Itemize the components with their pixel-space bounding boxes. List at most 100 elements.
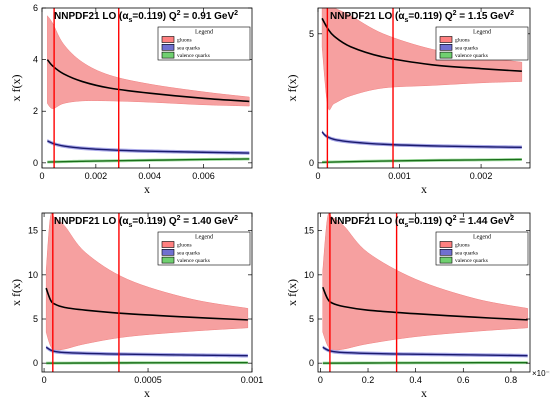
plot-frame [41, 212, 253, 373]
y-tick-label: 10 [28, 270, 38, 280]
panel-title: NNPDF21 LO (αs=0.119) Q2 = 0.91 GeV2 [54, 10, 238, 24]
x-tick-label: 0.0005 [134, 375, 162, 385]
plot-frame [317, 7, 531, 169]
legend-label-gluons: gluons [177, 38, 192, 44]
legend-label-valence-quarks: valence quarks [177, 53, 210, 59]
x-tick-label: 0.004 [138, 171, 161, 181]
panel-title: NNPDF21 LO (αs=0.119) Q2 = 1.40 GeV2 [54, 215, 238, 229]
gluon-central-line [45, 287, 248, 321]
x-tick-label: 0.001 [388, 171, 411, 181]
x-tick-label: 0.002 [85, 171, 108, 181]
x-axis-label: x [421, 182, 427, 196]
legend-swatch-sea-quarks [161, 43, 175, 51]
sea-quark-band [47, 139, 250, 155]
legend-swatch-gluons [439, 241, 453, 248]
y-axis-label: x f(x) [285, 279, 299, 306]
legend-title: Legend [473, 235, 491, 241]
gluon-central-line [322, 286, 528, 321]
valence-quark-line [322, 158, 522, 164]
panel-1: 0 0.002 0.004 0.006 0 2 4 6 x x f(x) NNPDF21 LO (α… [9, 3, 253, 196]
legend-label-valence-quarks: valence quarks [455, 258, 488, 264]
valence-quark-line [322, 361, 528, 364]
x-tick-label: 0.6 [457, 375, 470, 385]
legend-label-sea-quarks: sea quarks [177, 45, 200, 51]
plot-area [322, 213, 528, 372]
legend-swatch-gluons [161, 36, 175, 43]
sea-quark-band [322, 130, 522, 150]
sea-quark-line [321, 131, 522, 149]
gluon-uncertainty-band [321, 8, 523, 111]
y-tick-label: 10 [304, 270, 314, 280]
legend-label-sea-quarks: sea quarks [455, 45, 478, 51]
panel-2: 0 0.001 0.002 0 5 x x f(x) NNPDF21 LO (αs=0.119… [285, 7, 531, 196]
legend-title: Legend [473, 30, 491, 36]
plot-frame [41, 7, 253, 169]
y-tick-label: 4 [33, 55, 38, 65]
valence-quark-line [47, 158, 250, 163]
legend-swatch-valence-quarks [439, 256, 453, 264]
legend-swatch-gluons [439, 36, 453, 43]
panel-title: NNPDF21 LO (αs=0.119) Q2 = 1.15 GeV2 [330, 10, 514, 24]
legend-swatch-sea-quarks [439, 249, 453, 256]
x-tick-label: 0 [315, 171, 320, 181]
plot-area [45, 213, 249, 372]
legend-swatch-sea-quarks [161, 249, 175, 256]
y-tick-label: 0 [33, 158, 38, 168]
y-tick-label: 15 [28, 226, 38, 236]
panel-title: NNPDF21 LO (αs=0.119) Q2 = 1.44 GeV2 [330, 215, 514, 229]
y-tick-label: 0 [33, 358, 38, 368]
x-tick-label: 0.006 [192, 171, 215, 181]
y-tick-label: 0 [309, 158, 314, 168]
y-tick-label: 0 [309, 358, 314, 368]
x-tick-label: 0.002 [470, 171, 493, 181]
x-tick-label: 0.001 [241, 375, 264, 385]
panel-3: 0 0.0005 0.001 0 5 10 15 x x f(x) NNPDF21 LO (αs=… [9, 212, 264, 400]
x-tick-label: 0.2 [362, 375, 375, 385]
x-tick-label: 0 [318, 375, 323, 385]
y-tick-label: 2 [33, 106, 38, 116]
sea-quark-line [45, 346, 248, 357]
panel-4: 0 0.2 0.4 0.6 0.8 0 5 10 15 x x f(x) ×10⁻³ NNPDF21 L… [285, 212, 550, 400]
y-tick-label: 5 [33, 314, 38, 324]
legend-label-sea-quarks: sea quarks [177, 250, 200, 256]
plot-frame [317, 212, 531, 373]
legend-swatch-valence-quarks [161, 51, 175, 59]
x-tick-label: 0.8 [505, 375, 518, 385]
legend-label-gluons: gluons [177, 243, 192, 249]
x-axis-label: x [144, 386, 150, 400]
legend-label-valence-quarks: valence quarks [177, 258, 210, 264]
gluon-central-line [321, 17, 522, 73]
legend-label-sea-quarks: sea quarks [455, 250, 478, 256]
legend-label-valence-quarks: valence quarks [455, 53, 488, 59]
y-tick-label: 5 [309, 29, 314, 39]
legend-label-gluons: gluons [455, 243, 470, 249]
y-axis-label: x f(x) [9, 75, 23, 102]
legend-swatch-valence-quarks [161, 256, 175, 264]
y-axis-label: x f(x) [9, 279, 23, 306]
x-tick-label: 0 [42, 375, 47, 385]
legend-swatch-gluons [161, 241, 175, 248]
x-axis-label: x [421, 386, 427, 400]
legend-swatch-valence-quarks [439, 51, 453, 59]
y-axis-label: x f(x) [285, 75, 299, 102]
y-tick-label: 6 [33, 3, 38, 13]
x-tick-label: 0.4 [409, 375, 422, 385]
y-tick-label: 5 [309, 314, 314, 324]
legend-label-gluons: gluons [455, 38, 470, 44]
legend-title: Legend [195, 235, 213, 241]
x-axis-label: x [144, 182, 150, 196]
y-tick-label: 15 [304, 226, 314, 236]
legend-title: Legend [195, 30, 213, 36]
plot-area [46, 8, 250, 168]
x-axis-exponent: ×10⁻³ [532, 369, 550, 378]
x-tick-label: 0 [39, 171, 44, 181]
legend-swatch-sea-quarks [439, 43, 453, 51]
valence-quark-line [46, 361, 248, 364]
sea-quark-line [47, 140, 250, 154]
plot-area [321, 8, 523, 168]
